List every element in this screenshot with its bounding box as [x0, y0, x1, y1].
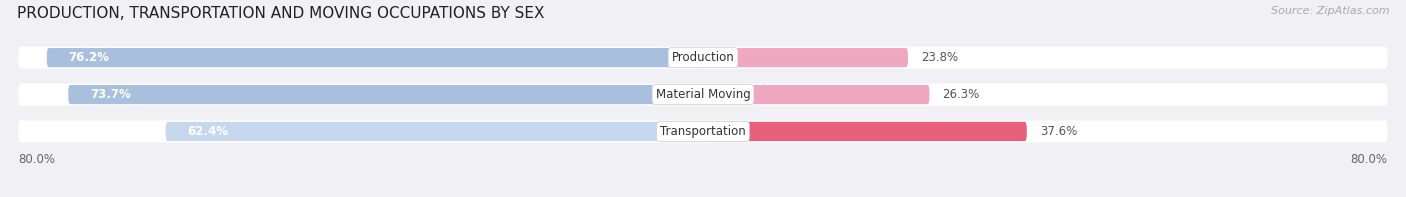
Text: 80.0%: 80.0% — [1351, 152, 1388, 165]
FancyBboxPatch shape — [166, 122, 703, 141]
Text: 23.8%: 23.8% — [921, 51, 957, 64]
FancyBboxPatch shape — [703, 122, 1026, 141]
Text: Material Moving: Material Moving — [655, 88, 751, 101]
FancyBboxPatch shape — [18, 84, 1388, 106]
Text: 73.7%: 73.7% — [90, 88, 131, 101]
FancyBboxPatch shape — [18, 120, 1388, 143]
Text: Production: Production — [672, 51, 734, 64]
Text: Transportation: Transportation — [661, 125, 745, 138]
FancyBboxPatch shape — [18, 46, 1388, 69]
FancyBboxPatch shape — [703, 48, 908, 67]
FancyBboxPatch shape — [703, 85, 929, 104]
Text: 76.2%: 76.2% — [69, 51, 110, 64]
Text: 26.3%: 26.3% — [942, 88, 980, 101]
FancyBboxPatch shape — [69, 85, 703, 104]
Text: PRODUCTION, TRANSPORTATION AND MOVING OCCUPATIONS BY SEX: PRODUCTION, TRANSPORTATION AND MOVING OC… — [17, 6, 544, 21]
Text: 37.6%: 37.6% — [1039, 125, 1077, 138]
Text: 80.0%: 80.0% — [18, 152, 55, 165]
Text: Source: ZipAtlas.com: Source: ZipAtlas.com — [1271, 6, 1389, 16]
Text: 62.4%: 62.4% — [187, 125, 228, 138]
FancyBboxPatch shape — [46, 48, 703, 67]
